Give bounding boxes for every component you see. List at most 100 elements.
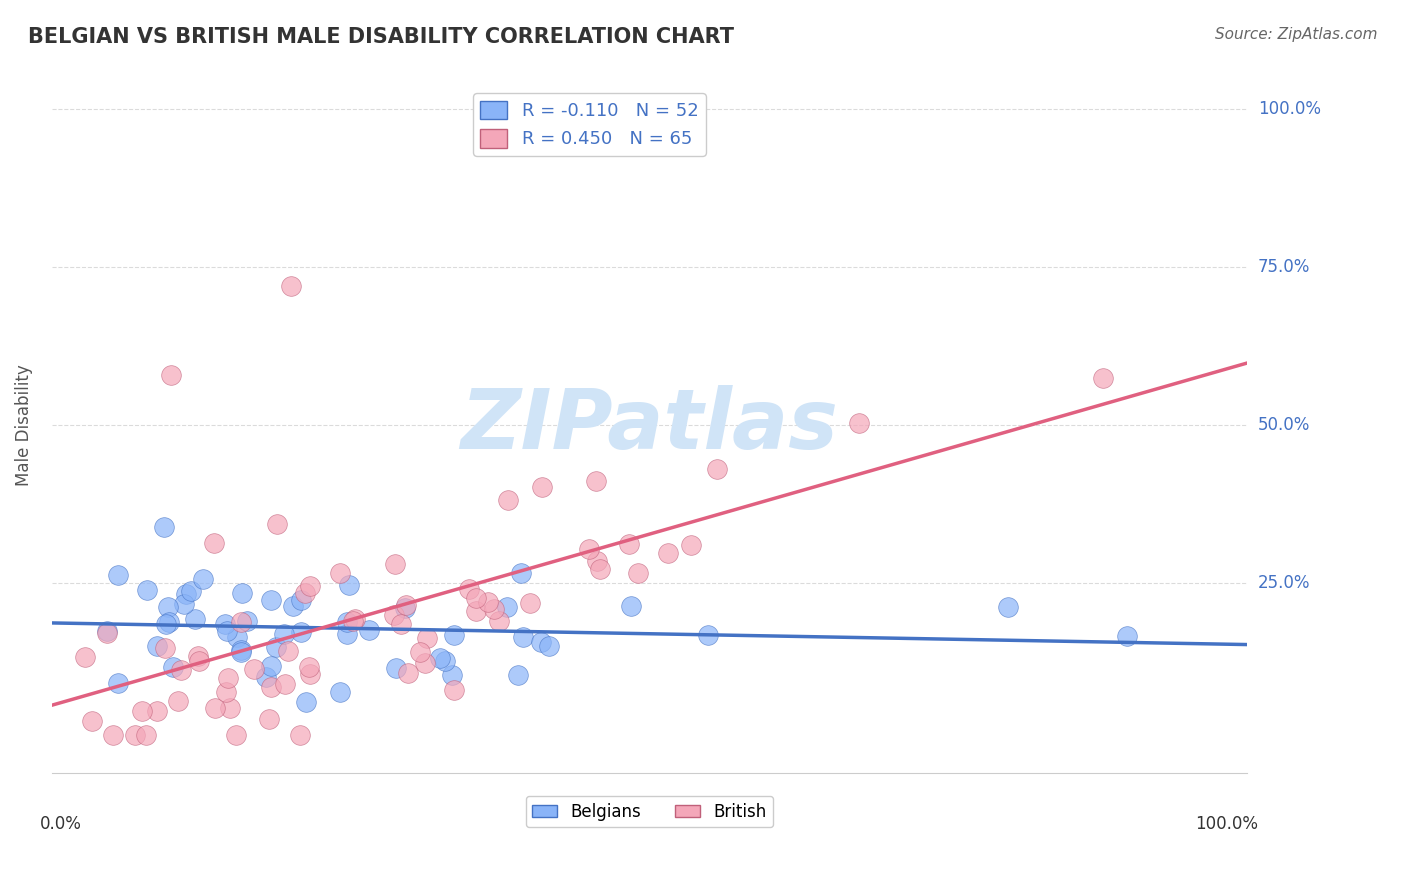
Point [173,597,195,611]
Point [530,635,553,649]
Point [429,651,451,665]
Point [298,659,321,673]
Point [496,493,519,508]
Point [537,639,560,653]
Point [434,654,457,668]
Point [295,695,318,709]
Point [1091,371,1114,385]
Point [157,615,180,629]
Point [697,628,720,642]
Point [585,474,607,488]
Point [266,517,288,532]
Point [409,645,432,659]
Point [299,666,322,681]
Point [396,665,419,680]
Point [264,640,287,654]
Point [681,538,703,552]
Point [512,630,534,644]
Point [162,660,184,674]
Point [1116,629,1139,643]
Point [215,685,238,699]
Point [214,616,236,631]
Point [510,566,533,581]
Point [101,728,124,742]
Point [290,593,312,607]
Point [273,626,295,640]
Point [124,728,146,742]
Point [225,630,247,644]
Point [488,614,510,628]
Point [336,615,359,629]
Point [193,572,215,586]
Text: 25.0%: 25.0% [1258,574,1310,592]
Point [274,677,297,691]
Point [96,624,118,638]
Point [236,615,259,629]
Text: 0.0%: 0.0% [39,815,82,833]
Point [96,626,118,640]
Point [384,557,406,571]
Point [254,670,277,684]
Point [342,614,364,628]
Point [288,728,311,742]
Point [188,654,211,668]
Point [329,685,352,699]
Y-axis label: Male Disability: Male Disability [15,365,32,486]
Point [107,676,129,690]
Point [619,537,641,551]
Point [257,712,280,726]
Point [231,586,253,600]
Point [166,694,188,708]
Point [260,659,283,673]
Point [229,645,252,659]
Point [620,599,643,613]
Point [413,657,436,671]
Point [202,535,225,549]
Point [336,627,359,641]
Point [496,599,519,614]
Text: 75.0%: 75.0% [1258,258,1310,277]
Point [187,649,209,664]
Point [477,595,499,609]
Point [395,599,418,613]
Point [219,701,242,715]
Point [290,625,312,640]
Point [531,480,554,494]
Point [277,643,299,657]
Point [160,368,183,382]
Point [280,279,302,293]
Point [382,608,405,623]
Point [589,562,612,576]
Point [260,680,283,694]
Point [506,668,529,682]
Text: BELGIAN VS BRITISH MALE DISABILITY CORRELATION CHART: BELGIAN VS BRITISH MALE DISABILITY CORRE… [28,27,734,46]
Point [153,640,176,655]
Point [443,682,465,697]
Point [204,701,226,715]
Point [135,728,157,742]
Point [329,566,352,580]
Text: ZIPatlas: ZIPatlas [460,384,838,466]
Point [357,623,380,637]
Point [298,579,321,593]
Point [260,593,283,607]
Point [706,461,728,475]
Point [465,591,488,606]
Point [136,583,159,598]
Point [180,583,202,598]
Point [146,704,169,718]
Point [458,582,481,596]
Point [997,600,1019,615]
Text: Source: ZipAtlas.com: Source: ZipAtlas.com [1215,27,1378,42]
Text: 100.0%: 100.0% [1195,815,1258,833]
Point [217,624,239,639]
Point [384,660,406,674]
Point [229,643,252,657]
Point [107,568,129,582]
Point [156,599,179,614]
Point [170,663,193,677]
Point [145,639,167,653]
Point [389,616,412,631]
Point [482,602,505,616]
Legend: Belgians, British: Belgians, British [526,797,773,828]
